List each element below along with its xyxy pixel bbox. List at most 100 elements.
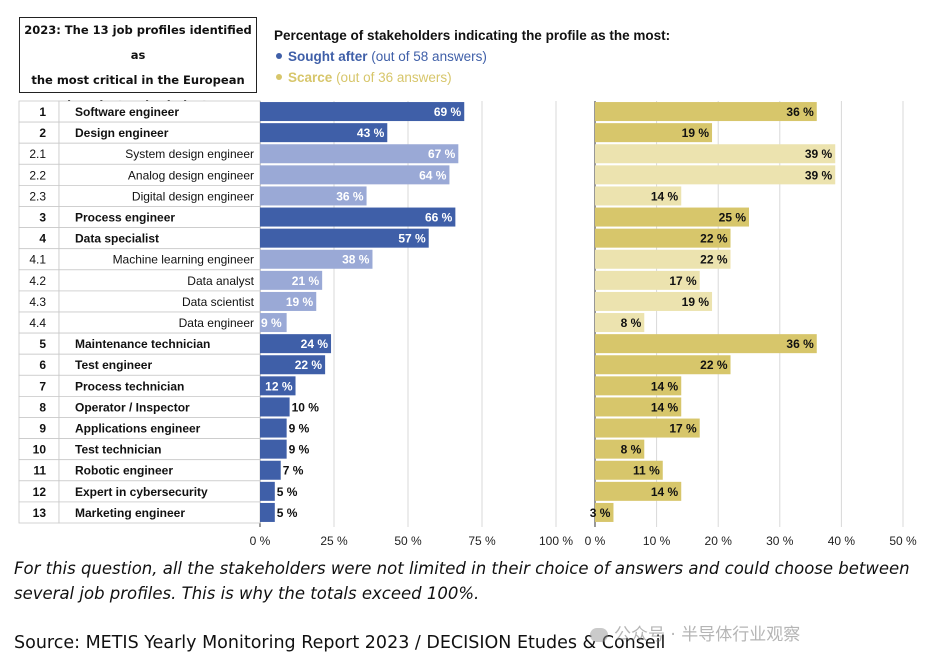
row-label: Expert in cybersecurity <box>75 485 208 499</box>
sought-value-label: 19 % <box>286 295 314 309</box>
scarce-bar <box>595 418 700 438</box>
scarce-bar <box>595 207 749 227</box>
chart-legend: Percentage of stakeholders indicating th… <box>274 28 670 85</box>
scarce-bar <box>595 291 713 311</box>
scarce-value-label: 14 % <box>651 379 679 393</box>
sought-value-label: 5 % <box>277 485 298 499</box>
scarce-bar <box>595 123 713 143</box>
row-label: Process engineer <box>75 211 175 225</box>
scarce-value-label: 36 % <box>786 105 814 119</box>
watermark-text: 公众号 · 半导体行业观察 <box>614 625 801 645</box>
sought-bar <box>260 123 388 143</box>
row-number: 4.4 <box>29 316 46 330</box>
row-label: Operator / Inspector <box>75 400 190 414</box>
scarce-value-label: 17 % <box>669 422 697 436</box>
row-label: Digital design engineer <box>132 189 254 203</box>
sought-value-label: 67 % <box>428 147 456 161</box>
scarce-bar <box>595 270 700 290</box>
scarce-value-label: 19 % <box>682 295 710 309</box>
legend-dot-scarce <box>276 74 282 81</box>
row-label: Marketing engineer <box>75 506 185 520</box>
scarce-value-label: 3 % <box>590 506 611 520</box>
scarce-value-label: 14 % <box>651 189 679 203</box>
row-number: 6 <box>39 358 46 372</box>
sought-value-label: 5 % <box>277 506 298 520</box>
sought-bar <box>260 249 373 269</box>
scarce-value-label: 25 % <box>719 211 747 225</box>
scarce-bar <box>595 228 731 248</box>
sought-value-label: 36 % <box>336 189 364 203</box>
sought-bar <box>260 228 429 248</box>
sought-value-label: 22 % <box>295 358 323 372</box>
scarce-value-label: 36 % <box>786 337 814 351</box>
row-label: Maintenance technician <box>75 337 210 351</box>
row-number: 2.3 <box>29 189 46 203</box>
scarce-value-label: 8 % <box>621 316 642 330</box>
sought-bar <box>260 397 290 417</box>
row-number: 2.1 <box>29 147 46 161</box>
sought-bar <box>260 334 332 354</box>
row-label: Data engineer <box>179 316 254 330</box>
sought-tick-label: 50 % <box>394 534 422 548</box>
sought-value-label: 12 % <box>265 379 293 393</box>
sought-bar <box>260 144 459 164</box>
sought-bar <box>260 313 287 333</box>
row-label: System design engineer <box>125 147 254 161</box>
row-label: Test engineer <box>75 358 152 372</box>
row-label: Data scientist <box>182 295 255 309</box>
row-number: 2 <box>39 126 46 140</box>
row-label: Design engineer <box>75 126 169 140</box>
row-number: 2.2 <box>29 168 46 182</box>
row-label: Machine learning engineer <box>113 253 254 267</box>
sought-bar <box>260 207 456 227</box>
sought-tick-label: 25 % <box>320 534 348 548</box>
sought-value-label: 9 % <box>289 422 310 436</box>
sought-value-label: 69 % <box>434 105 462 119</box>
legend-item-scarce: Scarce (out of 36 answers) <box>274 70 670 85</box>
row-number: 9 <box>39 422 46 436</box>
sought-bar <box>260 376 296 396</box>
table-title-line-2: the most critical in the European <box>31 73 245 87</box>
sought-value-label: 66 % <box>425 211 453 225</box>
sought-bar <box>260 481 275 501</box>
legend-label-sought: Sought after <box>288 49 368 64</box>
row-number: 4 <box>39 232 46 246</box>
scarce-tick-label: 40 % <box>828 534 856 548</box>
sought-bar <box>260 270 323 290</box>
scarce-tick-label: 30 % <box>766 534 794 548</box>
row-label: Data specialist <box>75 232 159 246</box>
sought-bar <box>260 165 450 185</box>
scarce-bar <box>595 165 836 185</box>
sought-value-label: 9 % <box>261 316 282 330</box>
row-number: 10 <box>33 443 47 457</box>
sought-value-label: 21 % <box>292 274 320 288</box>
scarce-value-label: 11 % <box>633 464 660 478</box>
row-label: Applications engineer <box>75 422 201 436</box>
scarce-bar <box>595 439 645 459</box>
wechat-icon <box>590 628 608 642</box>
legend-note-scarce: (out of 36 answers) <box>336 70 452 85</box>
scarce-bar <box>595 186 682 206</box>
legend-dot-sought <box>276 53 282 60</box>
row-label: Robotic engineer <box>75 464 173 478</box>
sought-value-label: 43 % <box>357 126 385 140</box>
row-label: Data analyst <box>187 274 254 288</box>
sought-bar <box>260 102 465 122</box>
sought-bar <box>260 355 326 375</box>
sought-bar <box>260 291 317 311</box>
sought-bar <box>260 186 367 206</box>
legend-note-sought: (out of 58 answers) <box>371 49 487 64</box>
scarce-value-label: 39 % <box>805 147 833 161</box>
sought-value-label: 38 % <box>342 253 370 267</box>
sought-bar <box>260 418 287 438</box>
scarce-value-label: 22 % <box>700 253 728 267</box>
row-number: 1 <box>39 105 46 119</box>
scarce-value-label: 22 % <box>700 358 728 372</box>
sought-bar <box>260 439 287 459</box>
scarce-value-label: 17 % <box>669 274 697 288</box>
scarce-bar <box>595 144 836 164</box>
scarce-bar <box>595 313 645 333</box>
scarce-bar <box>595 334 817 354</box>
scarce-bar <box>595 355 731 375</box>
sought-value-label: 7 % <box>283 464 304 478</box>
